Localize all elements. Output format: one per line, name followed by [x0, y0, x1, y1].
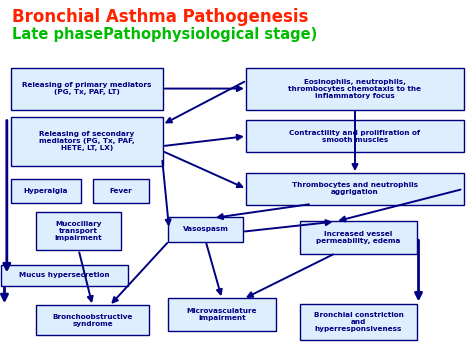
FancyBboxPatch shape	[10, 117, 163, 166]
FancyBboxPatch shape	[93, 179, 149, 203]
Text: Contractility and prolifiration of
smooth muscles: Contractility and prolifiration of smoot…	[290, 130, 420, 143]
FancyBboxPatch shape	[246, 120, 464, 152]
Text: Bronchial constriction
and
hyperresponsiveness: Bronchial constriction and hyperresponsi…	[314, 312, 403, 332]
FancyBboxPatch shape	[10, 67, 163, 110]
Text: Hyperalgia: Hyperalgia	[23, 188, 68, 194]
Text: Bronchoobstructive
syndrome: Bronchoobstructive syndrome	[53, 314, 133, 327]
FancyBboxPatch shape	[168, 217, 243, 242]
FancyBboxPatch shape	[300, 221, 417, 254]
Text: Increased vessel
permeability, edema: Increased vessel permeability, edema	[316, 231, 401, 244]
Text: Mucociliary
transport
impairment: Mucociliary transport impairment	[55, 221, 102, 241]
Text: Vasospasm: Vasospasm	[182, 226, 228, 233]
Text: Bronchial Asthma Pathogenesis: Bronchial Asthma Pathogenesis	[11, 8, 308, 26]
Text: Thrombocytes and neutrophils
aggrigation: Thrombocytes and neutrophils aggrigation	[292, 182, 418, 196]
Text: Fever: Fever	[109, 188, 132, 194]
Text: Microvasculature
impairment: Microvasculature impairment	[187, 308, 257, 321]
Text: Releasing of primary mediators
(PG, Tx, PAF, LT): Releasing of primary mediators (PG, Tx, …	[22, 82, 152, 95]
Text: Eosinophils, neutrophils,
thrombocytes chemotaxis to the
inflammatory focus: Eosinophils, neutrophils, thrombocytes c…	[289, 78, 421, 99]
Text: Releasing of secondary
mediators (PG, Tx, PAF,
HETE, LT, LX): Releasing of secondary mediators (PG, Tx…	[39, 131, 135, 151]
FancyBboxPatch shape	[300, 304, 417, 340]
FancyBboxPatch shape	[10, 179, 81, 203]
Text: Mucus hypersecretion: Mucus hypersecretion	[19, 272, 110, 278]
FancyBboxPatch shape	[36, 212, 121, 250]
FancyBboxPatch shape	[36, 305, 149, 335]
FancyBboxPatch shape	[246, 67, 464, 110]
FancyBboxPatch shape	[246, 173, 464, 204]
Text: Late phasePathophysiological stage): Late phasePathophysiological stage)	[11, 27, 317, 42]
FancyBboxPatch shape	[1, 265, 128, 286]
FancyBboxPatch shape	[168, 298, 276, 332]
